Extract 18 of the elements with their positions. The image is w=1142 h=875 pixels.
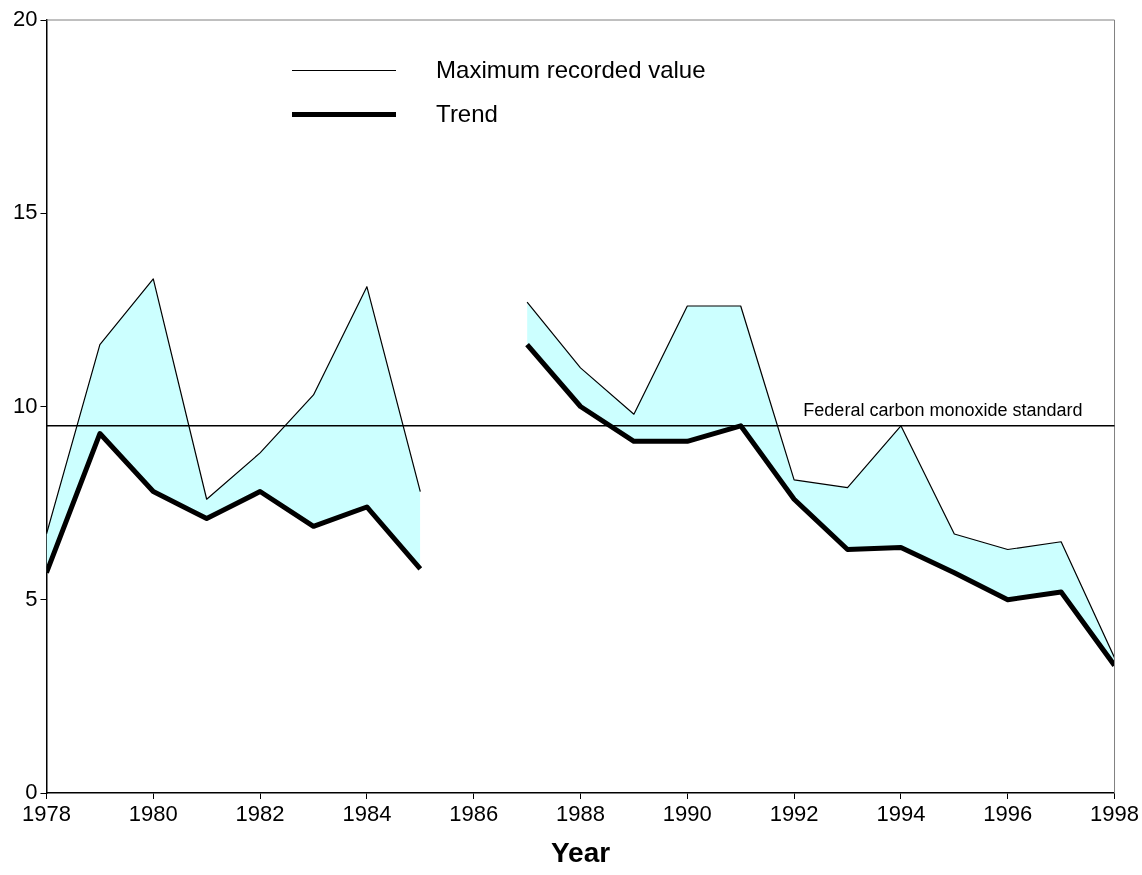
x-tick-label: 1982 bbox=[235, 801, 285, 827]
x-tick-label: 1998 bbox=[1090, 801, 1140, 827]
x-tick-label: 1996 bbox=[983, 801, 1033, 827]
y-tick-label: 15 bbox=[12, 199, 38, 225]
y-tick-label: 5 bbox=[25, 585, 38, 611]
x-tick-label: 1986 bbox=[449, 801, 499, 827]
legend-label: Maximum recorded value bbox=[436, 56, 706, 84]
legend-label: Trend bbox=[436, 100, 498, 128]
y-tick-label: 20 bbox=[12, 6, 38, 32]
x-tick-label: 1980 bbox=[128, 801, 178, 827]
x-tick-label: 1992 bbox=[769, 801, 819, 827]
x-axis-title: Year bbox=[550, 836, 611, 868]
x-tick-label: 1988 bbox=[556, 801, 605, 827]
x-tick-label: 1994 bbox=[876, 801, 926, 827]
y-tick-label: 10 bbox=[12, 392, 38, 418]
x-tick-label: 1990 bbox=[662, 801, 712, 827]
x-tick-label: 1984 bbox=[342, 801, 392, 827]
ref-line-label: Federal carbon monoxide standard bbox=[803, 399, 1083, 420]
